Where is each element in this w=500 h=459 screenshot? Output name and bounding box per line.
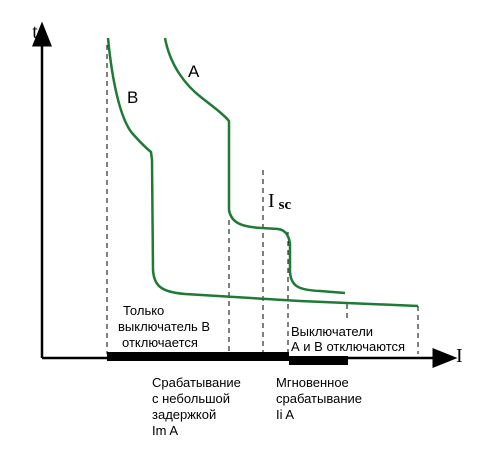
curve-b-label: B (127, 88, 138, 107)
svg-text:задержкой: задержкой (152, 407, 216, 422)
svg-text:Срабатывание: Срабатывание (152, 375, 241, 390)
svg-text:отключается: отключается (122, 335, 198, 350)
instant-trip-bar (289, 356, 348, 365)
delayed-trip-bar (107, 352, 289, 361)
curve-a-label: A (188, 62, 200, 81)
y-axis-label: t (32, 21, 38, 43)
x-axis-label: I (456, 345, 463, 367)
svg-text:с небольшой: с небольшой (152, 391, 230, 406)
svg-text:Выключатели: Выключатели (291, 324, 373, 339)
svg-text:Ii A: Ii A (276, 407, 294, 422)
svg-text:Мгновенное: Мгновенное (276, 375, 349, 390)
annotation-only-b: Только выключатель В отключается (118, 303, 210, 350)
curve-a (163, 37, 346, 295)
reference-lines (106, 45, 419, 354)
annotation-short-delay: Срабатывание с небольшой задержкой Im A (152, 375, 241, 438)
svg-text:Только: Только (123, 303, 164, 318)
svg-text:выключатель В: выключатель В (118, 319, 210, 334)
annotation-instant: Мгновенное срабатывание Ii A (276, 375, 362, 422)
annotation-both-trip: Выключатели А и В отключаются (291, 324, 405, 354)
curve-b (106, 37, 419, 308)
svg-text:А и В отключаются: А и В отключаются (291, 339, 405, 354)
svg-text:срабатывание: срабатывание (276, 391, 362, 406)
svg-text:Im A: Im A (152, 423, 178, 438)
